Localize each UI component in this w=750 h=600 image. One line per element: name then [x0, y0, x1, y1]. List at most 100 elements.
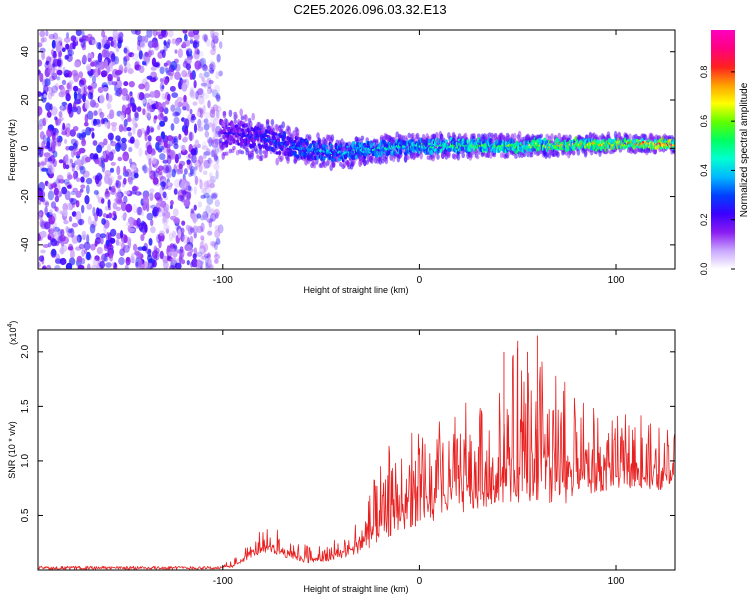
spectrogram-noise-blob	[75, 190, 82, 198]
spectrogram-noise-blob	[210, 192, 217, 199]
spectrogram-noise-blob	[134, 250, 140, 256]
spectrogram-noise-blob	[174, 217, 181, 226]
spectrogram-noise-blob	[41, 167, 48, 172]
spectrogram-noise-blob	[68, 243, 73, 251]
spectrogram-noise-blob	[148, 158, 152, 167]
spectrogram-noise-blob	[191, 258, 199, 268]
spectrogram-noise-blob	[77, 264, 85, 269]
spectrogram-noise-blob	[104, 59, 108, 69]
spectrogram-halo-point	[539, 133, 543, 138]
spectrogram-noise-blob	[54, 240, 60, 246]
spectrogram-noise-blob	[123, 56, 128, 67]
spectrogram-halo-point	[291, 135, 295, 142]
spectrogram-noise-blob	[140, 211, 144, 217]
spectrogram-noise-blob	[180, 79, 184, 84]
spectrogram-noise-blob	[110, 53, 116, 62]
spectrogram-noise-blob	[200, 235, 205, 241]
spectrogram-noise-blob	[201, 76, 205, 83]
spectrogram-band-point	[672, 138, 675, 145]
spectrogram-noise-blob	[215, 169, 219, 180]
spectrogram-band-point	[278, 150, 282, 156]
spectrogram-noise-blob	[68, 216, 73, 222]
spectrogram-noise-blob	[204, 130, 210, 138]
spectrogram-noise-blob	[203, 151, 211, 156]
spectrogram-noise-blob	[201, 238, 205, 244]
spectrogram-noise-blob	[59, 234, 66, 242]
spectrogram-noise-blob	[197, 126, 204, 132]
spectrogram-noise-blob	[163, 206, 168, 213]
spectrogram-noise-blob	[157, 112, 165, 121]
spectrogram-noise-blob	[212, 117, 219, 126]
spectrogram-noise-blob	[99, 94, 105, 104]
spectrogram-noise-blob	[84, 156, 91, 163]
spectrogram-band-point	[240, 138, 244, 144]
spectrogram-noise-blob	[176, 96, 184, 103]
spectrogram-noise-blob	[119, 112, 125, 120]
spectrogram-halo-point	[517, 130, 522, 139]
spectrogram-noise-blob	[67, 174, 73, 180]
spectrogram-noise-blob	[65, 225, 69, 233]
spectrogram-noise-blob	[105, 262, 112, 268]
snr-panel: -100 0 100 0.5 1.0 1.5 2.0 Height of straight …	[7, 321, 676, 594]
spectrogram-noise-blob	[39, 72, 44, 83]
spectrogram-halo-point	[240, 150, 245, 155]
spectrogram-noise-blob	[87, 215, 92, 225]
spectrogram-noise-blob	[42, 36, 47, 43]
spectrogram-noise-blob	[189, 72, 194, 80]
spectrogram-noise-blob	[176, 249, 184, 254]
spectrogram-noise-blob	[108, 186, 112, 191]
spectrogram-noise-blob	[80, 39, 86, 48]
spectrogram-noise-blob	[47, 190, 55, 201]
spectrogram-noise-blob	[192, 253, 197, 260]
spectrogram-noise-blob	[115, 191, 122, 199]
spectrogram-noise-blob	[198, 163, 203, 173]
spectrogram-noise-blob	[180, 232, 185, 242]
spectrogram-noise-blob	[38, 59, 43, 67]
spectrogram-noise-blob	[207, 122, 213, 128]
spectrogram-noise-blob	[50, 90, 55, 97]
spectrogram-ytick-label: -20	[20, 189, 31, 204]
spectrogram-noise-blob	[211, 193, 218, 200]
spectrogram-noise-blob	[108, 151, 114, 161]
spectrogram-noise-blob	[117, 138, 121, 149]
spectrogram-noise-blob	[92, 258, 99, 266]
spectrogram-noise-blob	[51, 39, 56, 49]
spectrogram-noise-blob	[203, 181, 210, 190]
spectrogram-halo-point	[254, 148, 259, 155]
spectrogram-noise-blob	[206, 258, 212, 268]
spectrogram-noise-blob	[67, 49, 75, 56]
spectrogram-noise-blob	[209, 114, 217, 124]
spectrogram-noise-blob	[189, 108, 193, 115]
spectrogram-noise-blob	[114, 91, 121, 97]
spectrogram-noise-blob	[197, 63, 203, 70]
spectrogram-noise-blob	[170, 60, 178, 71]
spectrogram-band-point	[356, 141, 360, 147]
spectrogram-halo-point	[557, 132, 561, 140]
spectrogram-noise-blob	[182, 106, 187, 111]
spectrogram-noise-blob	[187, 251, 193, 257]
spectrogram-noise-blob	[212, 44, 217, 52]
spectrogram-noise-blob	[47, 110, 51, 117]
spectrogram-noise-blob	[83, 90, 88, 96]
spectrogram-halo-point	[258, 149, 263, 155]
spectrogram-noise-blob	[152, 157, 157, 165]
spectrogram-noise-blob	[91, 132, 95, 139]
spectrogram-noise-blob	[104, 205, 109, 211]
spectrogram-noise-blob	[206, 77, 212, 83]
spectrogram-noise-blob	[198, 72, 203, 79]
spectrogram-noise-blob	[197, 143, 201, 149]
spectrogram-noise-blob	[159, 120, 166, 127]
spectrogram-halo-point	[628, 133, 632, 140]
spectrogram-noise-blob	[69, 158, 73, 164]
spectrogram-noise-blob	[148, 171, 152, 177]
spectrogram-noise-blob	[176, 168, 181, 175]
spectrogram-noise-blob	[210, 150, 216, 158]
spectrogram-noise-blob	[138, 261, 145, 269]
spectrogram-noise-blob	[193, 166, 198, 171]
spectrogram-noise-blob	[168, 251, 174, 257]
spectrogram-noise-blob	[97, 208, 103, 217]
spectrogram-halo-point	[347, 141, 352, 146]
spectrogram-halo-point	[330, 134, 335, 142]
spectrogram-noise-blob	[120, 110, 125, 116]
spectrogram-noise-blob	[76, 234, 82, 243]
